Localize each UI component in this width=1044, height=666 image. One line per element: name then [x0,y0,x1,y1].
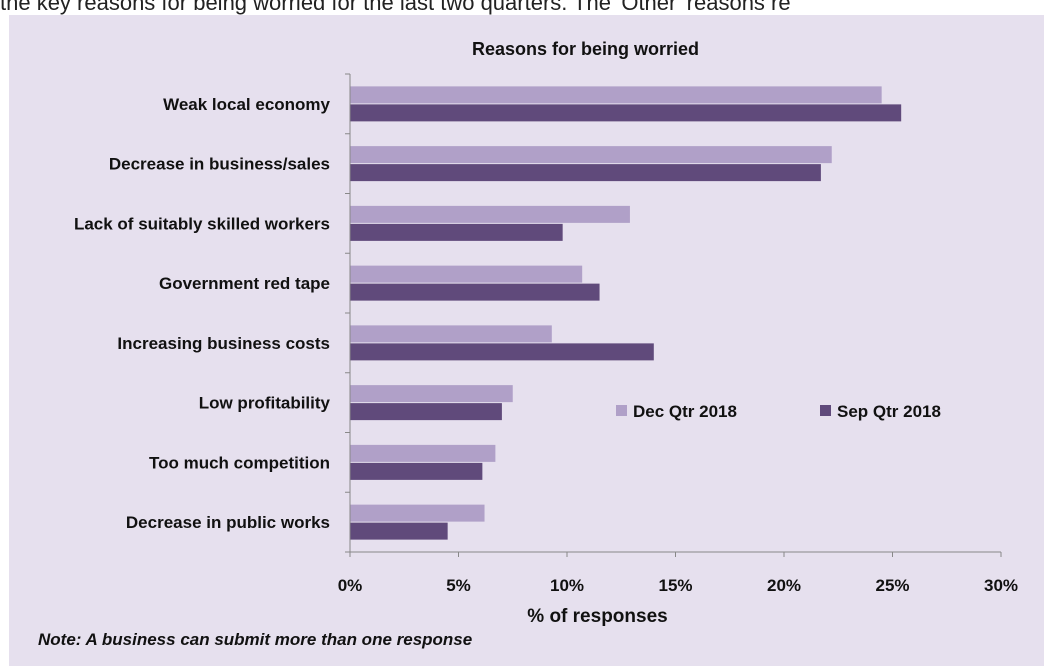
category-label: Increasing business costs [117,334,330,353]
bar-dec-qtr-2018 [350,146,832,164]
x-tick-label: 0% [338,576,363,595]
legend-sep-qtr-2018-label: Sep Qtr 2018 [837,402,941,421]
bar-dec-qtr-2018 [350,265,583,283]
category-label: Low profitability [199,394,331,413]
x-tick-label: 15% [658,576,692,595]
x-tick-label: 5% [446,576,471,595]
chart-note: Note: A business can submit more than on… [38,630,473,649]
bar-sep-qtr-2018 [350,462,483,480]
bar-sep-qtr-2018 [350,223,563,241]
legend-dec-qtr-2018-swatch [616,405,627,416]
bar-dec-qtr-2018 [350,444,496,462]
bar-dec-qtr-2018 [350,325,552,343]
x-tick-label: 25% [875,576,909,595]
bar-sep-qtr-2018 [350,403,502,421]
category-label: Decrease in public works [126,513,330,532]
bar-sep-qtr-2018 [350,522,448,540]
bar-dec-qtr-2018 [350,385,513,403]
x-tick-label: 30% [984,576,1018,595]
legend-dec-qtr-2018-label: Dec Qtr 2018 [633,402,737,421]
bar-dec-qtr-2018 [350,504,485,522]
category-label: Government red tape [159,274,330,293]
bar-dec-qtr-2018 [350,86,882,104]
x-tick-label: 20% [767,576,801,595]
bar-sep-qtr-2018 [350,164,821,182]
category-label: Too much competition [149,453,330,472]
bar-dec-qtr-2018 [350,205,630,223]
top-paragraph-text: the key reasons for being worried for th… [0,0,791,15]
legend-sep-qtr-2018-swatch [820,405,831,416]
category-label: Weak local economy [163,95,330,114]
chart-title: Reasons for being worried [472,39,699,59]
bar-sep-qtr-2018 [350,104,902,122]
bar-sep-qtr-2018 [350,283,600,301]
bar-sep-qtr-2018 [350,343,654,361]
x-tick-label: 10% [550,576,584,595]
category-label: Decrease in business/sales [109,155,330,174]
x-axis-title: % of responses [527,606,667,627]
category-label: Lack of suitably skilled workers [74,214,330,233]
